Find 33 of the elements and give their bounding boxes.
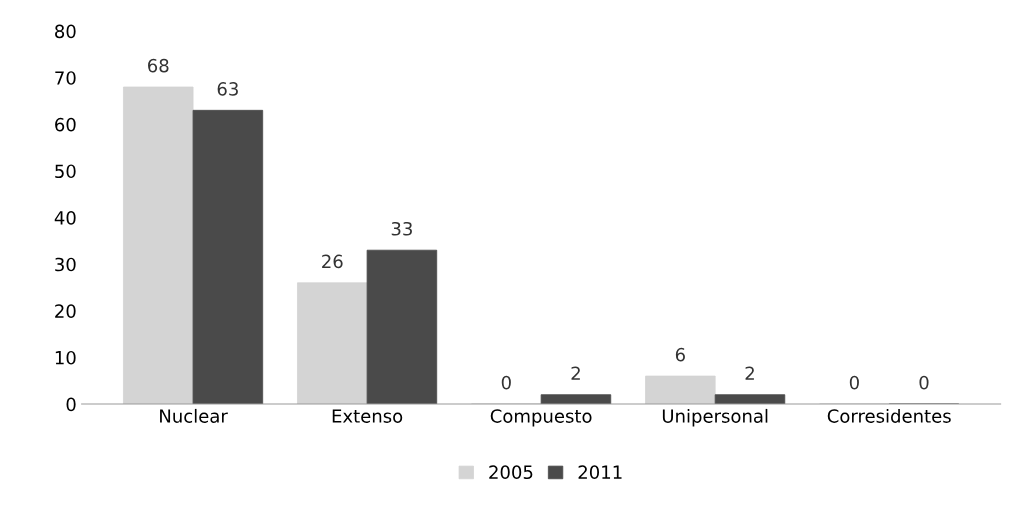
data-label: 33 xyxy=(391,221,412,236)
bar xyxy=(714,394,786,405)
data-label: 0 xyxy=(501,375,511,390)
data-label: 63 xyxy=(217,82,238,96)
x-tick-label: Nuclear xyxy=(160,408,228,423)
y-tick-label: 60 xyxy=(55,117,76,132)
bar xyxy=(123,86,194,405)
y-tick-label: 30 xyxy=(55,257,76,272)
y-tick-label: 0 xyxy=(66,397,76,412)
y-tick-label: 10 xyxy=(55,350,76,365)
x-tick-label: Unipersonal xyxy=(662,408,768,427)
data-label: 26 xyxy=(322,254,343,269)
bar xyxy=(366,249,438,405)
data-label: 2 xyxy=(571,366,580,380)
data-label: 0 xyxy=(849,375,859,390)
y-tick-label: 40 xyxy=(54,211,76,225)
data-label: 0 xyxy=(919,375,929,390)
y-tick-label: 80 xyxy=(55,24,76,39)
legend-label: 2011 xyxy=(578,465,622,480)
y-tick-label: 20 xyxy=(55,304,76,318)
data-label: 6 xyxy=(675,347,685,362)
y-tick-label: 50 xyxy=(55,164,76,179)
bar xyxy=(645,375,716,405)
bar xyxy=(192,109,264,405)
data-label: 68 xyxy=(148,58,169,73)
data-label: 2 xyxy=(745,366,754,380)
x-tick-label: Extenso xyxy=(332,409,403,423)
y-tick-label: 70 xyxy=(55,71,76,85)
bar xyxy=(540,394,612,405)
legend-label: 2005 xyxy=(489,465,533,480)
x-tick-label: Corresidentes xyxy=(827,408,951,423)
x-tick-label: Compuesto xyxy=(490,409,592,427)
bar xyxy=(297,282,368,405)
